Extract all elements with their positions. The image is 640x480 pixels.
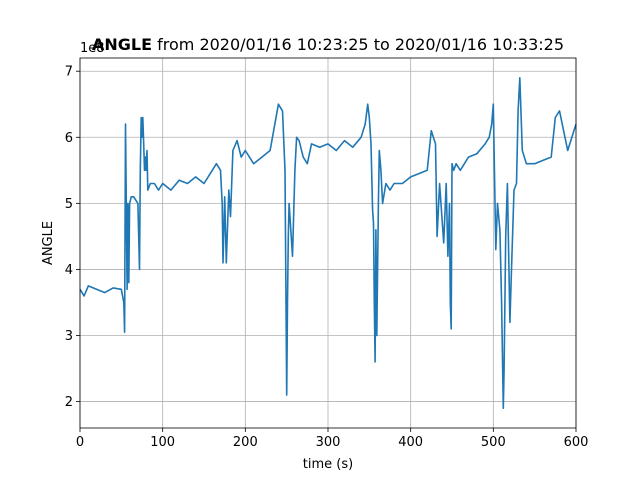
y-tick-label: 6 [65, 131, 73, 146]
y-tick-label: 5 [65, 197, 73, 212]
chart-title: ANGLE from 2020/01/16 10:23:25 to 2020/0… [92, 35, 564, 54]
x-tick-label: 300 [316, 435, 341, 450]
x-axis-label: time (s) [303, 457, 353, 472]
plot-area [79, 77, 577, 410]
y-tick-label: 3 [65, 329, 73, 344]
x-tick-label: 100 [150, 435, 175, 450]
y-tick-label: 4 [65, 263, 73, 278]
series-line-0 [79, 77, 577, 410]
x-tick-label: 400 [398, 435, 423, 450]
x-tick-label: 500 [481, 435, 506, 450]
x-tick-label: 600 [564, 435, 589, 450]
x-tick-label: 0 [76, 435, 84, 450]
y-tick-label: 7 [65, 65, 73, 80]
x-tick-label: 200 [233, 435, 258, 450]
y-offset-label: 1e8 [80, 41, 105, 56]
axis-ticks: 0 100 200 300 400 500 600 2 3 4 5 6 7 [65, 65, 589, 450]
y-axis-label: ANGLE [41, 221, 56, 265]
chart-title-bold: ANGLE [92, 35, 152, 54]
chart-title-rest: from 2020/01/16 10:23:25 to 2020/01/16 1… [152, 35, 564, 54]
y-tick-label: 2 [65, 395, 73, 410]
